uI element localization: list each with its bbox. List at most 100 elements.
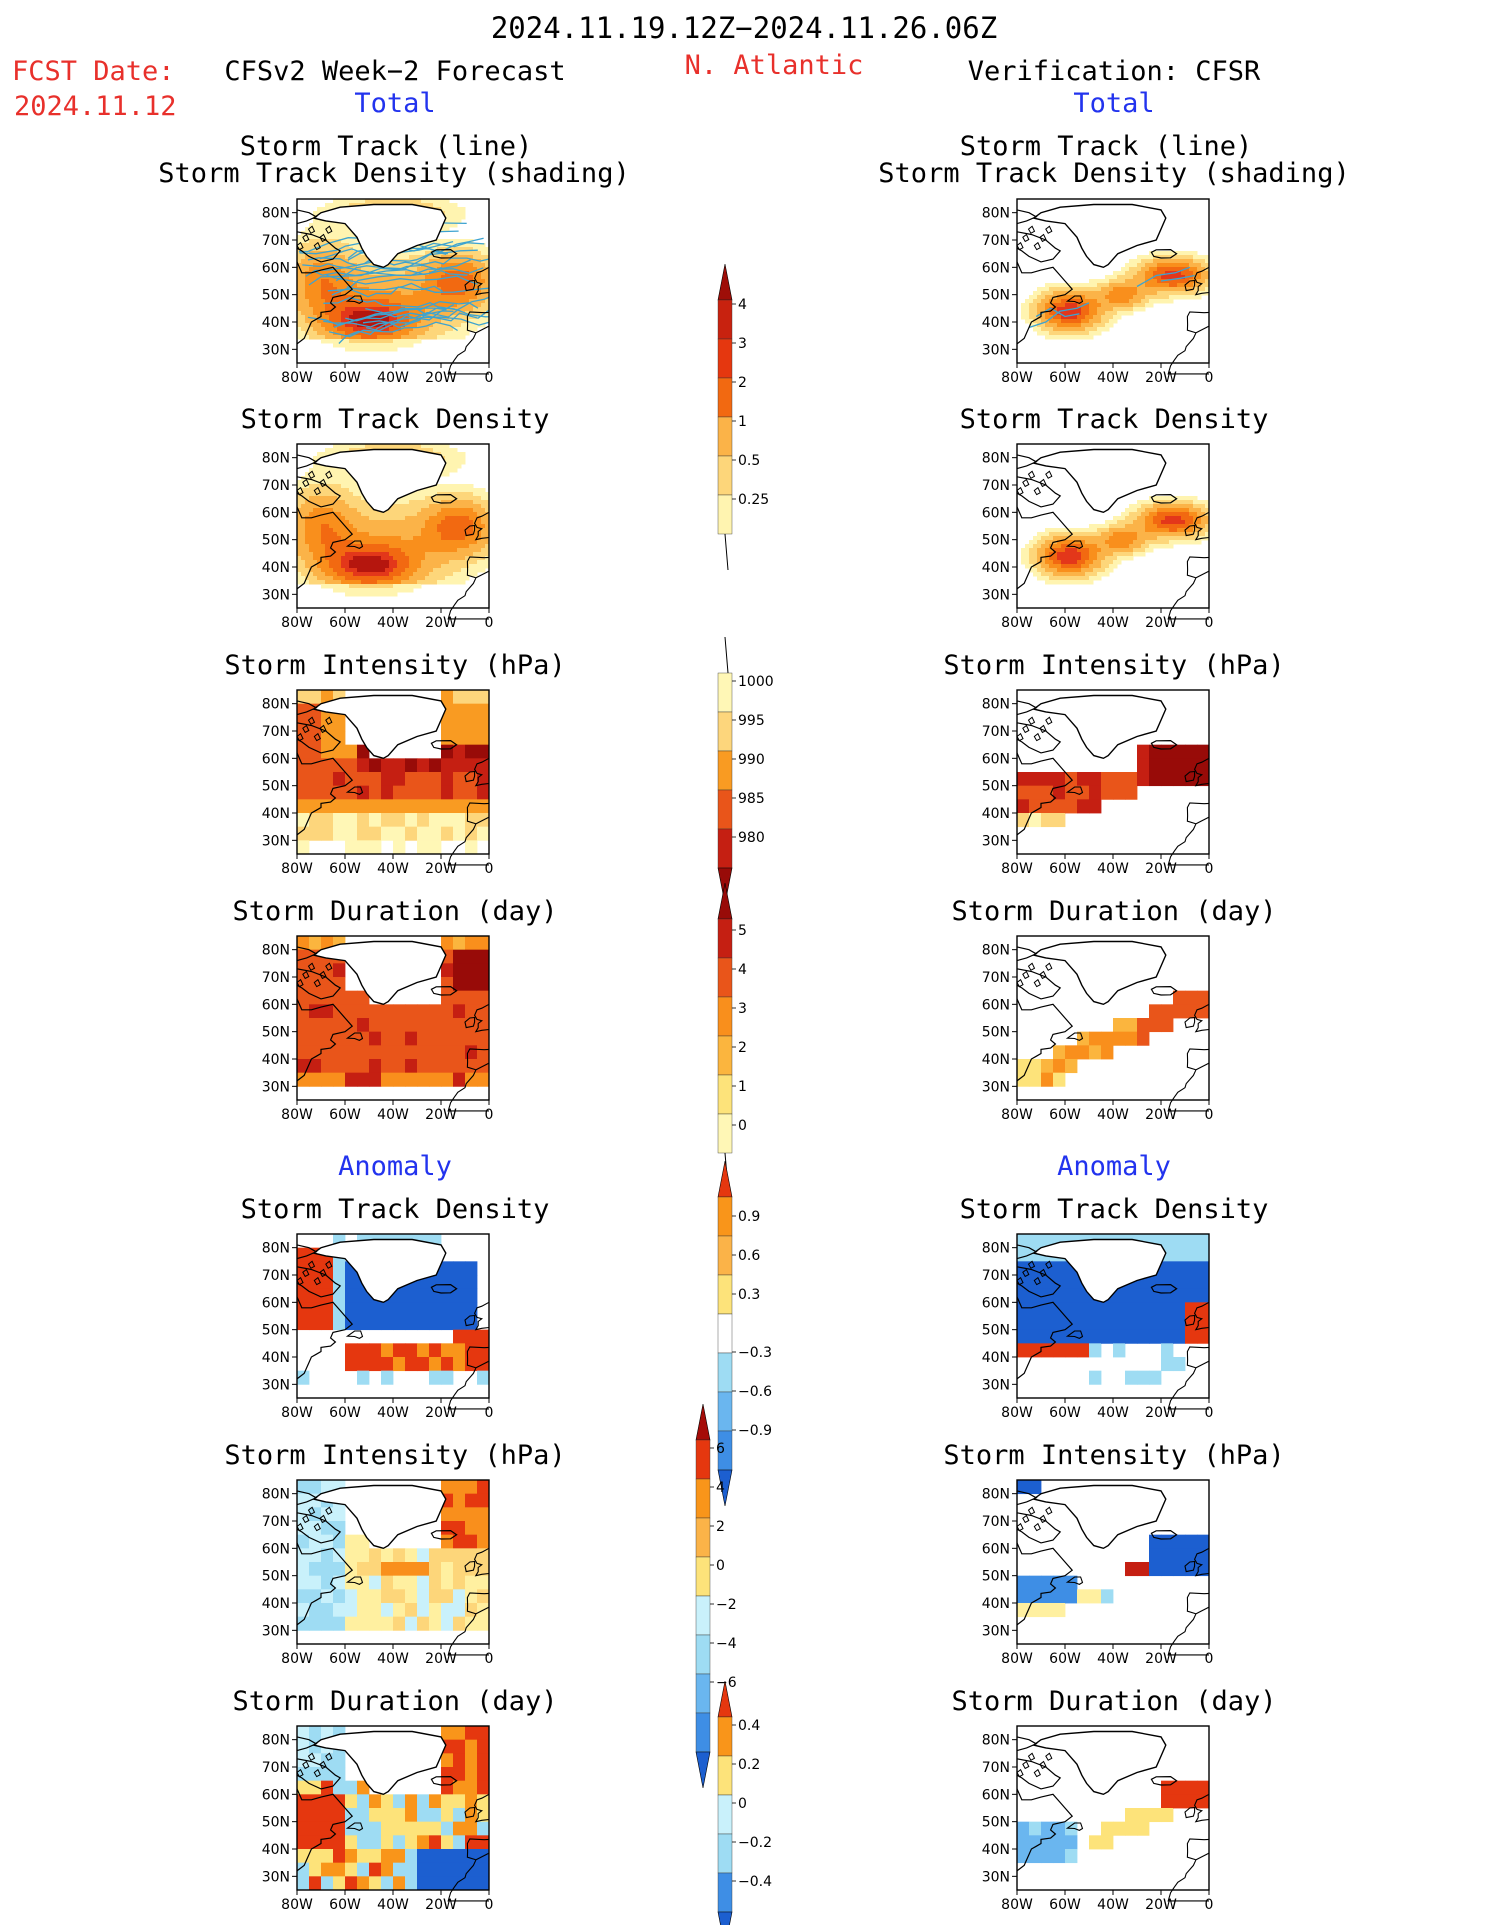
density-cell [377,303,382,308]
island-outline [296,1768,304,1778]
density-cell [317,536,322,541]
density-cell [457,456,462,461]
density-cell [1057,536,1062,541]
density-cell [465,275,470,280]
density-cell [313,283,318,288]
grid-cell [465,703,478,718]
density-cell [373,572,378,577]
island-outline [296,1276,304,1286]
density-cell [1181,263,1186,268]
grid-cell [381,1562,394,1577]
density-cell [389,347,394,352]
density-cell [1181,271,1186,276]
density-cell [349,347,354,352]
grid-cell [357,758,370,773]
density-cell [1165,267,1170,272]
density-cell [385,327,390,332]
density-cell [373,335,378,340]
density-cell [409,444,414,449]
density-cell [345,315,350,320]
density-cell [353,528,358,533]
britain-coast [473,266,490,296]
density-cell [1065,307,1070,312]
density-cell [305,275,310,280]
density-cell [317,492,322,497]
density-cell [389,528,394,533]
density-cell [457,540,462,545]
density-cell [437,283,442,288]
storm-track-line [1136,266,1191,288]
density-cell [1089,279,1094,284]
density-cell [421,504,426,509]
density-cell [453,299,458,304]
density-cell [349,335,354,340]
density-cell [381,307,386,312]
grid-cell [381,1862,394,1877]
newfoundland-outline [1065,295,1084,305]
density-cell [1033,548,1038,553]
density-cell [297,500,302,505]
density-cell [301,484,306,489]
density-cell [321,339,326,344]
density-cell [1045,548,1050,553]
density-cell [445,460,450,465]
grid-cell [405,1616,418,1631]
density-cell [361,295,366,300]
density-cell [1185,287,1190,292]
density-cell [457,279,462,284]
density-cell [1117,315,1122,320]
grid-cell [417,1031,430,1046]
density-cell [1089,315,1094,320]
density-cell [433,512,438,517]
density-cell [305,564,310,569]
density-cell [1045,311,1050,316]
density-cell [445,444,450,449]
fcst-date-value: 2024.11.12 [14,91,177,122]
density-cell [405,496,410,501]
density-cell [453,484,458,489]
density-cell [1125,295,1130,300]
density-cell [457,335,462,340]
density-cell [457,327,462,332]
grid-cell [333,1045,346,1060]
grid-cell [477,1072,489,1087]
density-cell [373,444,378,449]
lat-tick-label: 50N [262,288,290,304]
density-cell [461,576,466,581]
density-cell [305,287,310,292]
density-cell [385,524,390,529]
density-cell [349,315,354,320]
density-cell [389,508,394,513]
storm-track-line [1160,274,1195,282]
density-cell [481,540,486,545]
density-cell [429,263,434,268]
density-cell [1141,259,1146,264]
density-cell [453,516,458,521]
density-cell [317,544,322,549]
iceland-outline [430,1529,458,1540]
density-cell [329,560,334,565]
density-cell [309,283,314,288]
density-cell [309,532,314,537]
density-cell [369,339,374,344]
density-cell [309,327,314,332]
density-cell [341,263,346,268]
density-cell [373,267,378,272]
density-cell [301,544,306,549]
density-cell [1077,335,1082,340]
density-cell [1097,311,1102,316]
density-cell [333,303,338,308]
density-cell [461,287,466,292]
density-cell [453,331,458,336]
density-cell [1169,263,1174,268]
density-cell [305,512,310,517]
density-cell [405,263,410,268]
density-cell [1073,548,1078,553]
density-cell [413,508,418,513]
island-outline [313,978,321,988]
density-cell [1093,283,1098,288]
density-cell [1081,311,1086,316]
density-cell [345,476,350,481]
density-cell [369,267,374,272]
density-cell [1045,568,1050,573]
